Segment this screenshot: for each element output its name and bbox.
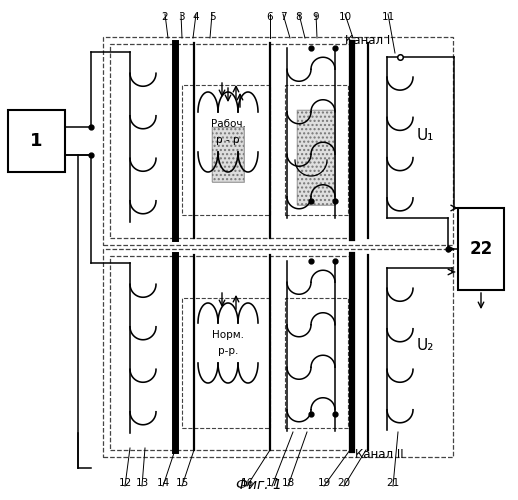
Bar bbox=[285, 298, 348, 428]
Text: 10: 10 bbox=[338, 12, 352, 22]
Text: 21: 21 bbox=[386, 478, 399, 488]
Text: 12: 12 bbox=[119, 478, 132, 488]
Text: р-р.: р-р. bbox=[218, 346, 238, 356]
Bar bbox=[182, 298, 270, 428]
Text: Рабоч.: Рабоч. bbox=[210, 119, 246, 129]
Text: 7: 7 bbox=[280, 12, 286, 22]
Text: 1: 1 bbox=[30, 132, 43, 150]
Text: Норм.: Норм. bbox=[212, 330, 244, 340]
Text: 9: 9 bbox=[313, 12, 319, 22]
Text: 22: 22 bbox=[469, 240, 493, 258]
Text: 4: 4 bbox=[193, 12, 199, 22]
Text: 8: 8 bbox=[296, 12, 303, 22]
Text: Канал II: Канал II bbox=[355, 448, 404, 460]
Bar bbox=[285, 85, 348, 215]
Text: 16: 16 bbox=[240, 478, 254, 488]
Text: 18: 18 bbox=[281, 478, 295, 488]
Bar bbox=[212, 127, 244, 182]
Text: 11: 11 bbox=[381, 12, 395, 22]
Bar bbox=[103, 37, 453, 245]
Text: 17: 17 bbox=[265, 478, 279, 488]
Text: 6: 6 bbox=[267, 12, 274, 22]
Bar bbox=[297, 110, 335, 205]
Bar bbox=[182, 85, 270, 215]
Bar bbox=[458, 208, 504, 290]
Text: 14: 14 bbox=[156, 478, 169, 488]
Text: 19: 19 bbox=[318, 478, 330, 488]
Text: р - р: р - р bbox=[216, 135, 240, 145]
Text: Фиг. 1: Фиг. 1 bbox=[236, 478, 282, 492]
Bar bbox=[110, 44, 353, 238]
Bar bbox=[103, 249, 453, 457]
Text: 15: 15 bbox=[176, 478, 189, 488]
Text: U₁: U₁ bbox=[416, 128, 434, 142]
Text: 2: 2 bbox=[162, 12, 168, 22]
Text: 5: 5 bbox=[209, 12, 215, 22]
Bar bbox=[297, 110, 335, 205]
Text: Канал I: Канал I bbox=[345, 34, 390, 46]
Bar bbox=[110, 256, 353, 450]
Bar bbox=[8, 110, 65, 172]
Text: U₂: U₂ bbox=[416, 338, 434, 352]
Text: 20: 20 bbox=[337, 478, 351, 488]
Text: 3: 3 bbox=[178, 12, 184, 22]
Text: 13: 13 bbox=[135, 478, 149, 488]
Bar bbox=[212, 127, 244, 182]
